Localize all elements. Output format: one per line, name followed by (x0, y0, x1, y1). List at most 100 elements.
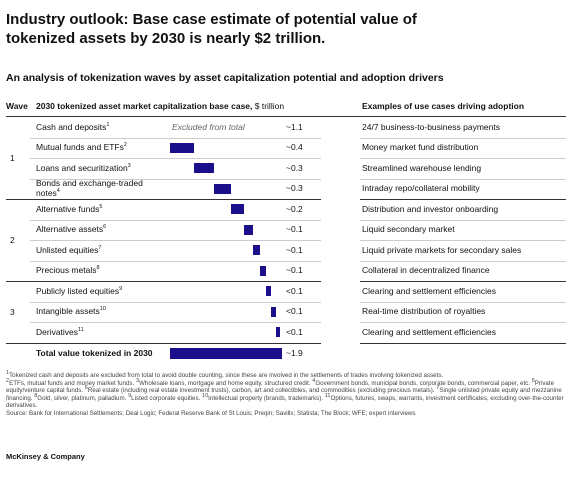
source: Source: Bank for International Settlemen… (6, 409, 416, 417)
value-label: ~0.3 (286, 183, 303, 193)
footnote-mark: 11 (78, 326, 84, 333)
footnote: 1Tokenized cash and deposits are exclude… (6, 369, 444, 379)
category-text: Cash and deposits1 (36, 121, 109, 133)
excluded-note: Excluded from total (172, 121, 245, 132)
category-name: Precious metals (36, 265, 97, 275)
wave-label: 1 (10, 153, 15, 163)
total-bar (170, 348, 282, 360)
row-rule (30, 137, 321, 139)
footnote-mark: 10 (99, 306, 106, 313)
category-name: Loans and securitization (36, 162, 128, 173)
bar (213, 183, 232, 194)
category-name: Derivatives (36, 326, 79, 337)
footnote-mark: 7 (98, 244, 102, 251)
row-rule (30, 158, 321, 159)
bar (266, 286, 271, 297)
footnote-number: 1 (6, 369, 10, 376)
row-rule (360, 240, 566, 241)
chart-header: 2030 tokenized asset market capitalizati… (36, 101, 284, 111)
category-name: Mutual funds and ETFs (36, 142, 124, 152)
footnote-text: Listed corporate equities. (131, 394, 201, 402)
footnote-mark: 8 (96, 265, 100, 272)
footnote: 6Real estate (including real estate inve… (85, 385, 436, 394)
row-rule (6, 281, 321, 282)
bar (270, 306, 276, 317)
footnote: 10Intellectual property (brands, tradema… (202, 392, 325, 402)
footnote-text: Tokenized cash and deposits are excluded… (9, 372, 444, 379)
use-case: Liquid secondary market (362, 224, 455, 234)
bar (244, 224, 253, 235)
footnote-number: 7 (436, 385, 440, 392)
footnote-text: Intellectual property (brands, trademark… (208, 394, 324, 402)
footnote: 7Single unlisted private equity and mezz… (6, 385, 562, 402)
use-case: 24/7 business-to-business payments (362, 121, 500, 132)
use-case: Streamlined warehouse lending (362, 162, 482, 173)
category-text: Mutual funds and ETFs2 (36, 142, 127, 153)
row-rule (360, 281, 566, 282)
footnote-number: 5 (531, 377, 535, 384)
footnote: 5Private equity/venture capital funds. (6, 377, 555, 395)
footnote-number: 4 (312, 377, 316, 384)
footnote-number: 2 (6, 377, 10, 384)
footnote-text: Government bonds, municipal bonds, corpo… (315, 379, 530, 387)
row-rule (360, 219, 566, 221)
footnote-number: 9 (128, 392, 132, 399)
row-rule (6, 342, 321, 344)
use-case-header: Examples of use cases driving adoption (362, 101, 525, 111)
footnote-mark: 4 (56, 187, 60, 194)
category-text: Alternative assets6 (36, 224, 107, 235)
row-rule (30, 322, 321, 323)
brand: McKinsey & Company (6, 452, 85, 461)
footnote: 3Wholesale loans, mortgage and home equi… (136, 378, 312, 387)
use-case: Money market fund distribution (362, 142, 479, 152)
category-name: Bonds and exchange-traded notes (36, 178, 143, 198)
footnote-mark: 3 (127, 162, 131, 169)
row-rule (30, 301, 321, 303)
category-label: Cash and deposits1 (36, 117, 154, 138)
wave-header: Wave (6, 101, 28, 111)
category-label: Loans and securitization3 (36, 158, 154, 179)
wave-label: 3 (10, 306, 15, 317)
category-text: Intangible assets10 (36, 306, 106, 317)
footnote-text: Gold, silver, platinum, palladium. (37, 394, 127, 402)
category-name: Publicly listed equities (36, 285, 120, 296)
footnote: 9Listed corporate equities. (128, 392, 202, 402)
footnote-text: Options, futures, swaps, warrants, inves… (6, 394, 564, 410)
category-text: Derivatives11 (36, 326, 84, 338)
category-text: Loans and securitization3 (36, 162, 131, 174)
footnote: 2ETFs, mutual funds and money market fun… (6, 377, 136, 387)
footnote-text: Single unlisted private equity and mezza… (6, 387, 562, 402)
footnote-mark: 9 (119, 285, 123, 292)
chart-title: Industry outlook: Base case estimate of … (6, 11, 417, 47)
category-label: Derivatives11 (36, 322, 154, 343)
category-label: Precious metals8 (36, 261, 154, 282)
row-rule (360, 137, 566, 139)
bar (170, 142, 194, 153)
category-label: Alternative assets6 (36, 220, 154, 241)
bar (260, 265, 267, 276)
bar (275, 327, 280, 338)
footnote-number: 10 (202, 392, 209, 399)
value-label: ~0.1 (286, 224, 303, 234)
category-name: Alternative assets (36, 224, 104, 234)
value-label: ~0.1 (286, 244, 303, 255)
footnote-text: ETFs, mutual funds and money market fund… (9, 379, 135, 387)
category-name: Unlisted equities (36, 244, 99, 255)
row-rule (6, 199, 321, 200)
row-rule (360, 158, 566, 159)
category-label: Unlisted equities7 (36, 240, 154, 261)
footnote-mark: 6 (103, 224, 107, 231)
wave-label: 2 (10, 235, 15, 245)
category-name: Alternative funds (36, 203, 100, 214)
category-name: Cash and deposits (36, 121, 107, 132)
row-rule (30, 178, 321, 180)
row-rule (360, 322, 566, 323)
footnote: 4Government bonds, municipal bonds, corp… (312, 377, 531, 387)
value-label: ~0.1 (286, 265, 303, 275)
category-label: Alternative funds5 (36, 199, 154, 220)
category-text: Alternative funds5 (36, 203, 102, 215)
row-rule (30, 260, 321, 262)
category-label: Mutual funds and ETFs2 (36, 138, 154, 159)
footnote-text: Private equity/venture capital funds. (6, 379, 555, 395)
category-text: Publicly listed equities9 (36, 285, 123, 297)
